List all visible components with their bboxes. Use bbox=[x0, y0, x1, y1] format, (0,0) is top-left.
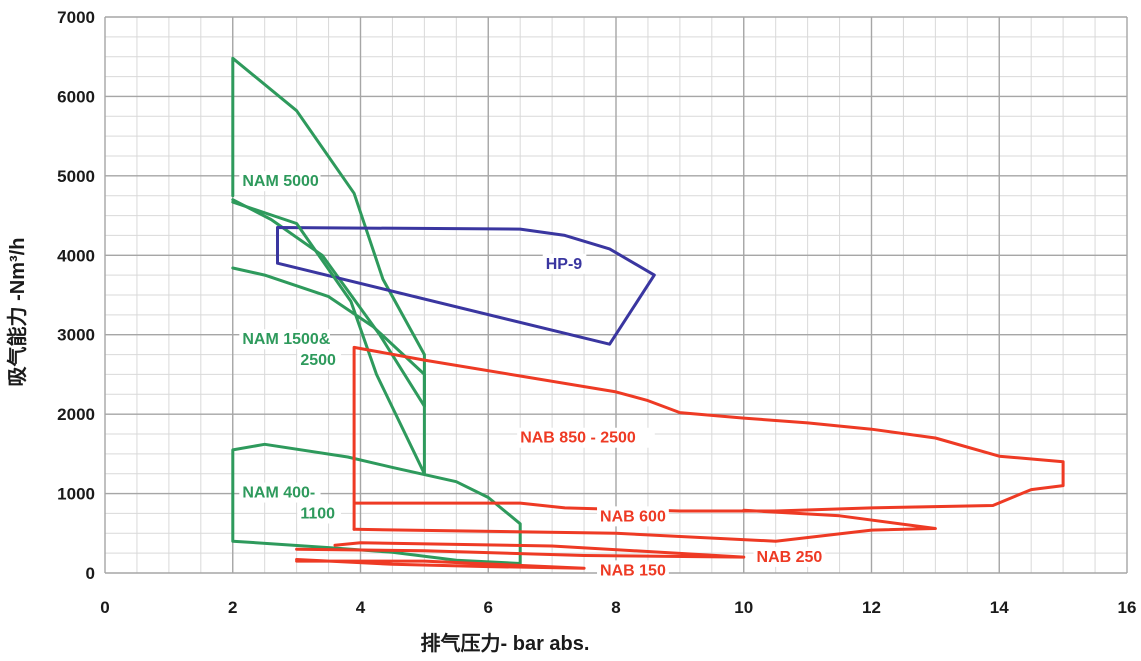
y-tick-label: 6000 bbox=[57, 87, 95, 106]
series-label-nab-600: NAB 600 bbox=[597, 506, 669, 526]
series-label-text: NAB 250 bbox=[757, 549, 823, 566]
x-tick-label: 8 bbox=[611, 598, 620, 617]
series-label-text: NAB 150 bbox=[600, 562, 666, 579]
series-label-nab-850-2500: NAB 850 - 2500 bbox=[517, 428, 655, 448]
series-label-text: NAM 400- bbox=[242, 485, 315, 502]
series-line-nab-150 bbox=[297, 560, 584, 569]
y-tick-label: 1000 bbox=[57, 485, 95, 504]
y-tick-label: 7000 bbox=[57, 8, 95, 27]
series-label-nab-150: NAB 150 bbox=[597, 560, 669, 580]
series-line-hp-9 bbox=[278, 228, 655, 345]
y-tick-label: 3000 bbox=[57, 326, 95, 345]
x-tick-label: 12 bbox=[862, 598, 881, 617]
y-axis-title: 吸气能力 -Nm³/h bbox=[5, 238, 29, 387]
series-label-nam-400-1100: NAM 400- 1100 bbox=[239, 483, 341, 524]
series-label-text: NAB 600 bbox=[600, 508, 666, 525]
series-label-text: 1100 bbox=[300, 506, 335, 523]
series-labels: NAM 5000 HP-9 NAM 1500&2500 NAM 400- 1100 NAB… bbox=[239, 171, 825, 580]
x-tick-label: 16 bbox=[1118, 598, 1137, 617]
series-label-text: NAM 1500& bbox=[242, 331, 330, 348]
series-label-nab-250: NAB 250 bbox=[754, 547, 826, 567]
y-tick-label: 0 bbox=[86, 564, 95, 583]
y-tick-label: 4000 bbox=[57, 246, 95, 265]
series-label-nam-5000: NAM 5000 bbox=[239, 171, 320, 191]
series-label-text: 2500 bbox=[300, 352, 336, 369]
series-label-hp-9: HP-9 bbox=[543, 254, 587, 274]
x-tick-label: 2 bbox=[228, 598, 237, 617]
x-tick-label: 0 bbox=[100, 598, 109, 617]
x-tick-label: 4 bbox=[356, 598, 366, 617]
series-label-text: NAM 5000 bbox=[242, 173, 319, 190]
series-label-text: HP-9 bbox=[546, 256, 583, 273]
x-axis-title: 排气压力- bar abs. bbox=[421, 631, 590, 655]
y-tick-label: 2000 bbox=[57, 405, 95, 424]
x-tick-label: 6 bbox=[484, 598, 493, 617]
x-tick-label: 10 bbox=[734, 598, 753, 617]
series-label-text: NAB 850 - 2500 bbox=[520, 430, 636, 447]
y-tick-label: 5000 bbox=[57, 167, 95, 186]
series-label-nam-1500-2500: NAM 1500&2500 bbox=[239, 329, 341, 370]
x-tick-label: 14 bbox=[990, 598, 1009, 617]
tick-labels: 0 2 4 6 8 10 12 14 16 0 1000 2000 3000 4000 5000 6000 70… bbox=[57, 8, 1136, 617]
